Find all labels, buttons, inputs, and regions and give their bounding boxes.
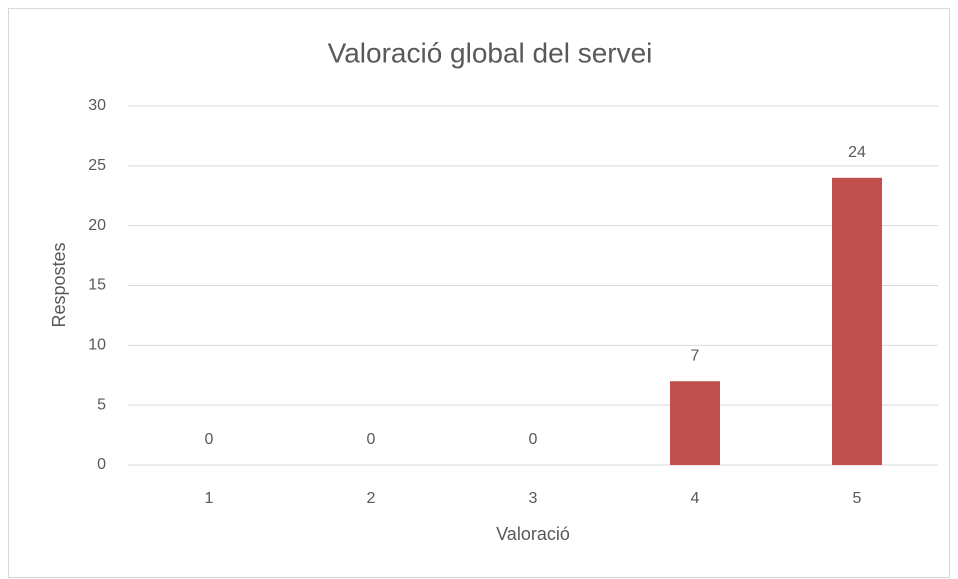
x-tick-label: 2 [367, 490, 376, 507]
x-axis-label: Valoració [496, 524, 570, 544]
x-tick-label: 1 [205, 490, 214, 507]
y-tick-label: 20 [88, 217, 106, 234]
y-tick-label: 25 [88, 157, 106, 174]
data-label: 24 [848, 144, 866, 161]
y-axis-label: Respostes [49, 242, 69, 327]
x-tick-label: 3 [529, 490, 538, 507]
chart-border [8, 8, 950, 578]
y-tick-label: 10 [88, 337, 106, 354]
x-tick-label: 4 [691, 490, 700, 507]
data-label: 0 [205, 431, 214, 448]
data-label: 7 [691, 347, 700, 364]
data-label: 0 [529, 431, 538, 448]
y-tick-label: 30 [88, 97, 106, 114]
x-tick-label: 5 [853, 490, 862, 507]
y-tick-label: 0 [97, 456, 106, 473]
chart-title: Valoració global del servei [328, 37, 653, 68]
y-tick-label: 15 [88, 277, 106, 294]
data-label: 0 [367, 431, 376, 448]
y-tick-label: 5 [97, 396, 106, 413]
bar [670, 381, 720, 465]
bar [832, 177, 882, 466]
